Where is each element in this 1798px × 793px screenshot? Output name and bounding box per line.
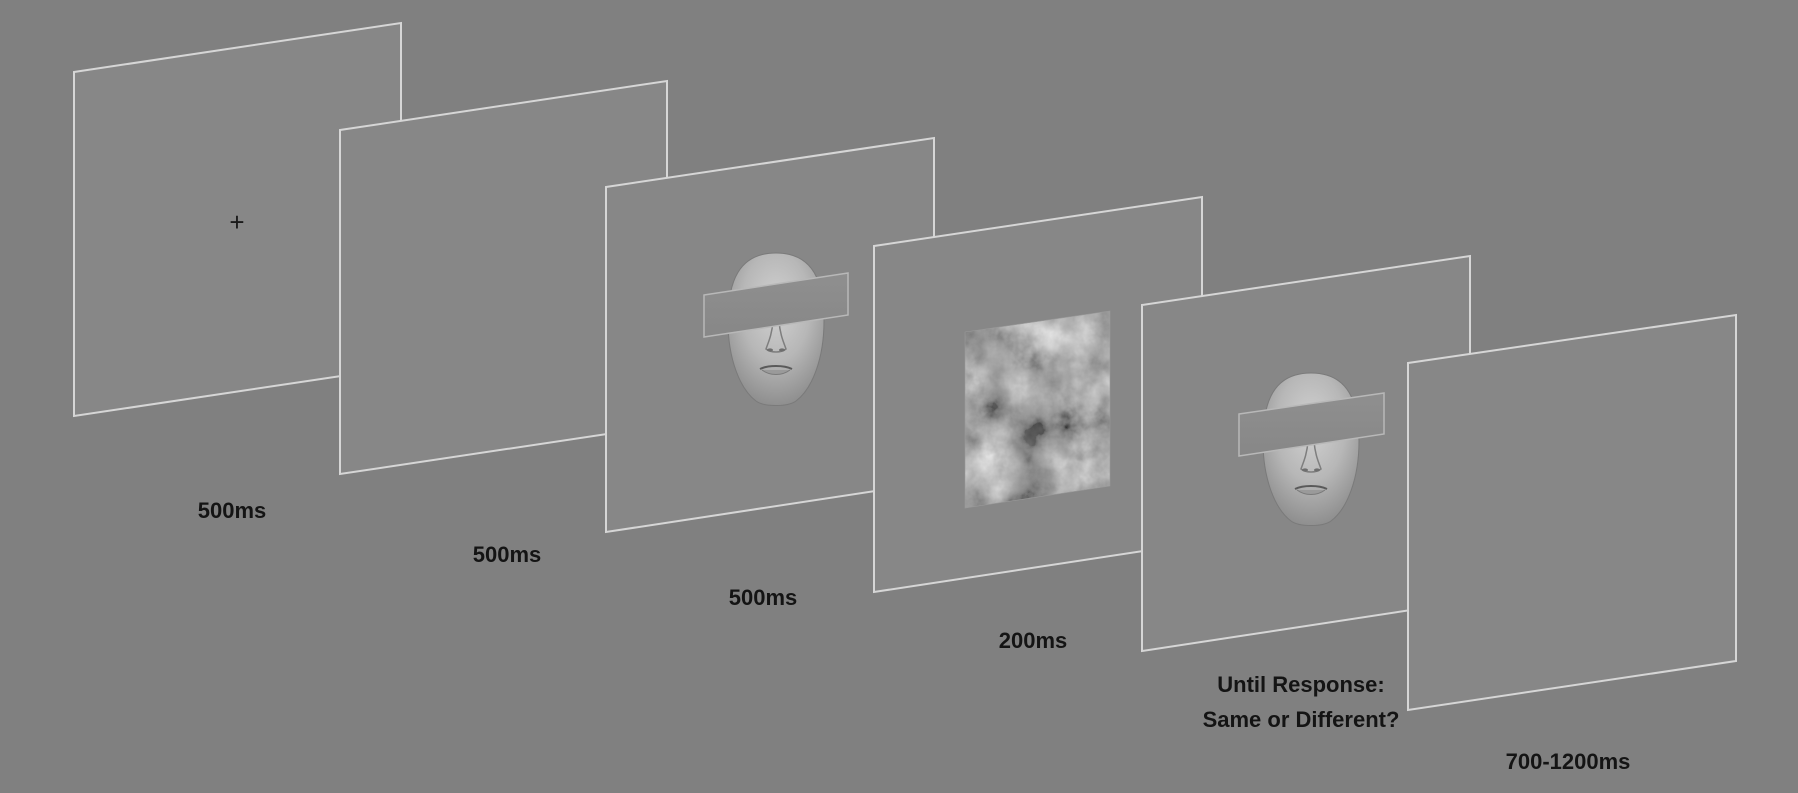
noise-mask-edge <box>964 310 1111 509</box>
frame-blank-2 <box>1407 313 1737 712</box>
frame-test-face <box>1141 254 1471 653</box>
duration-label-blank-1: 500ms <box>473 542 542 567</box>
duration-label-noise-mask: 200ms <box>999 628 1068 653</box>
frame-panel <box>1407 313 1737 712</box>
eye-occluder-bar <box>703 272 849 338</box>
duration-label-study-face: 500ms <box>729 585 798 610</box>
noise-mask-texture <box>965 311 1110 508</box>
eye-occluder-bar <box>1238 392 1385 457</box>
frame-study-face <box>605 136 935 534</box>
duration-label-test-face-line2: Same or Different? <box>1203 707 1400 732</box>
fixation-cross: + <box>229 207 244 237</box>
duration-label-fixation: 500ms <box>198 498 267 523</box>
duration-label-test-face-line1: Until Response: <box>1217 672 1384 697</box>
duration-label-blank-2: 700-1200ms <box>1506 749 1631 774</box>
